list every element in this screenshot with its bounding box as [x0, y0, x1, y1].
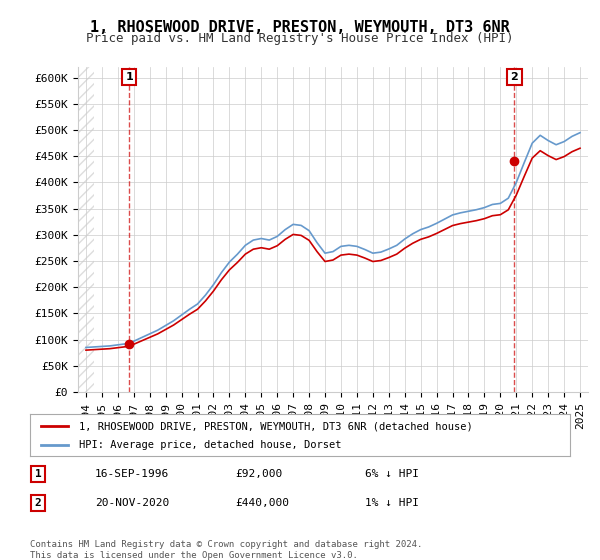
- Text: 1: 1: [35, 469, 41, 479]
- Text: HPI: Average price, detached house, Dorset: HPI: Average price, detached house, Dors…: [79, 440, 341, 450]
- Text: 1% ↓ HPI: 1% ↓ HPI: [365, 498, 419, 508]
- Text: 6% ↓ HPI: 6% ↓ HPI: [365, 469, 419, 479]
- Text: £92,000: £92,000: [235, 469, 283, 479]
- Text: 20-NOV-2020: 20-NOV-2020: [95, 498, 169, 508]
- Text: 2: 2: [35, 498, 41, 508]
- Text: 16-SEP-1996: 16-SEP-1996: [95, 469, 169, 479]
- Text: Price paid vs. HM Land Registry's House Price Index (HPI): Price paid vs. HM Land Registry's House …: [86, 32, 514, 45]
- Text: 1: 1: [125, 72, 133, 82]
- Text: £440,000: £440,000: [235, 498, 289, 508]
- Text: Contains HM Land Registry data © Crown copyright and database right 2024.
This d: Contains HM Land Registry data © Crown c…: [30, 540, 422, 560]
- Text: 1, RHOSEWOOD DRIVE, PRESTON, WEYMOUTH, DT3 6NR (detached house): 1, RHOSEWOOD DRIVE, PRESTON, WEYMOUTH, D…: [79, 421, 472, 431]
- Text: 2: 2: [511, 72, 518, 82]
- Text: 1, RHOSEWOOD DRIVE, PRESTON, WEYMOUTH, DT3 6NR: 1, RHOSEWOOD DRIVE, PRESTON, WEYMOUTH, D…: [90, 20, 510, 35]
